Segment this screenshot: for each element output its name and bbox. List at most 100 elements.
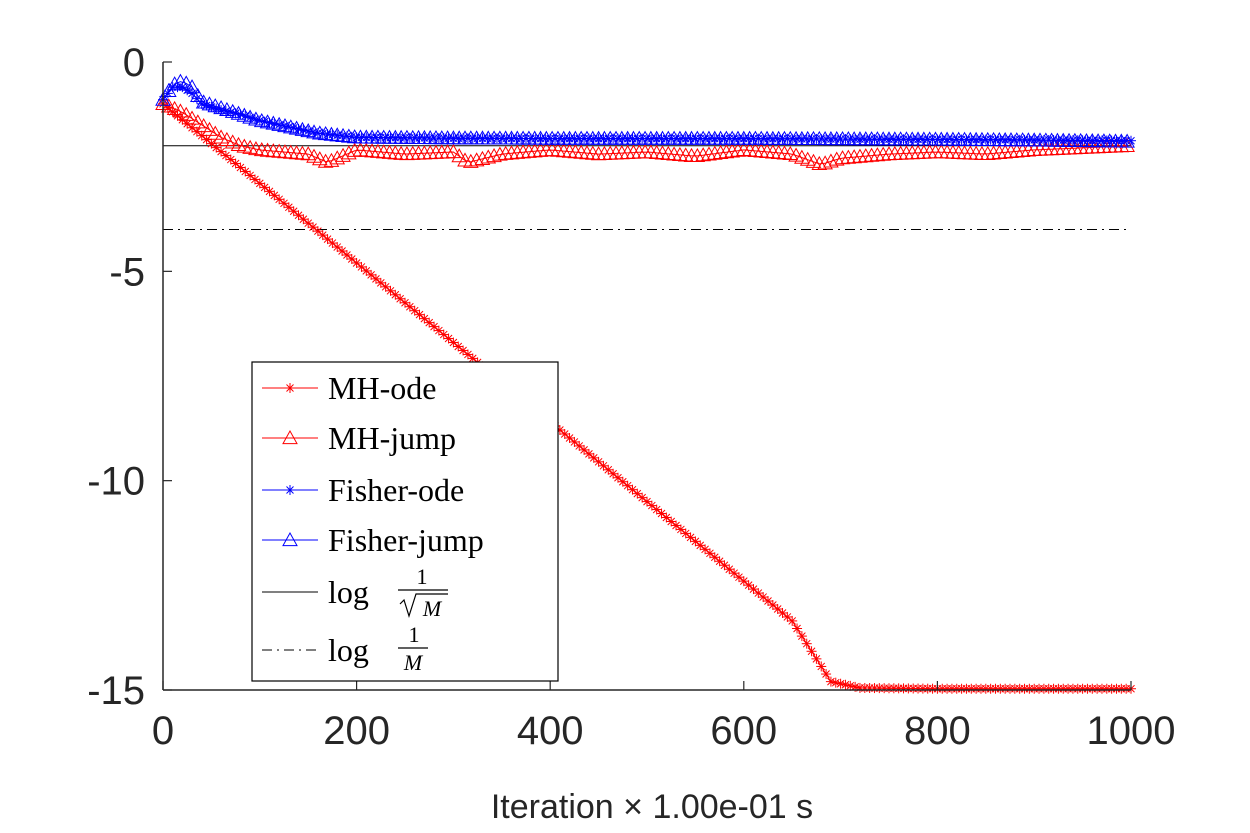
legend-label: MH-jump xyxy=(328,420,456,456)
data-point xyxy=(550,142,566,157)
data-point xyxy=(875,146,892,161)
data-point xyxy=(283,202,294,213)
data-point xyxy=(230,158,241,169)
data-point xyxy=(729,568,740,579)
asterisk-stroke xyxy=(594,457,603,466)
data-point xyxy=(1126,135,1136,146)
asterisk-stroke xyxy=(202,135,211,144)
data-point xyxy=(559,428,570,439)
asterisk-stroke xyxy=(599,461,608,470)
asterisk-stroke xyxy=(217,106,225,115)
data-point xyxy=(448,337,459,348)
data-point xyxy=(651,504,662,515)
data-point xyxy=(675,524,686,535)
asterisk-stroke xyxy=(352,259,361,267)
asterisk-stroke xyxy=(265,118,274,127)
asterisk-stroke xyxy=(405,302,414,311)
asterisk-stroke xyxy=(614,473,622,482)
asterisk-stroke xyxy=(836,679,845,688)
legend-label-prefix: log xyxy=(328,632,369,668)
data-point xyxy=(216,146,227,157)
asterisk-stroke xyxy=(183,119,192,128)
data-point xyxy=(458,345,469,356)
data-point xyxy=(178,106,195,121)
data-point xyxy=(718,144,735,159)
data-point xyxy=(486,147,502,163)
data-point xyxy=(187,122,198,133)
data-point xyxy=(1020,142,1037,157)
asterisk-stroke xyxy=(183,86,192,95)
series-mh-jump xyxy=(155,95,1135,170)
asterisk-stroke xyxy=(284,123,293,131)
asterisk-stroke xyxy=(309,223,317,232)
data-point xyxy=(817,155,833,170)
asterisk-stroke xyxy=(357,263,366,271)
data-point xyxy=(748,584,759,595)
data-point xyxy=(567,144,584,159)
data-point xyxy=(162,88,173,99)
y-tick-label: -15 xyxy=(87,669,145,713)
data-point xyxy=(370,143,386,158)
asterisk-stroke xyxy=(212,143,221,152)
data-point xyxy=(767,600,778,611)
asterisk-stroke xyxy=(425,318,434,327)
data-point xyxy=(671,520,682,531)
asterisk-stroke xyxy=(241,112,250,120)
data-point xyxy=(361,265,372,276)
asterisk-stroke xyxy=(231,109,240,118)
asterisk-stroke xyxy=(207,103,216,111)
data-point xyxy=(646,500,657,511)
asterisk-stroke xyxy=(270,119,279,128)
legend-marker xyxy=(285,485,295,495)
asterisk-stroke xyxy=(730,569,738,578)
asterisk-stroke xyxy=(802,639,811,648)
asterisk-stroke xyxy=(410,306,419,315)
asterisk-stroke xyxy=(778,609,787,617)
asterisk-stroke xyxy=(251,115,259,123)
data-point xyxy=(293,210,304,221)
asterisk-stroke xyxy=(464,350,472,359)
data-point xyxy=(753,588,764,599)
data-point xyxy=(265,143,282,158)
asterisk-stroke xyxy=(294,125,303,133)
data-point xyxy=(834,150,851,165)
asterisk-stroke xyxy=(168,107,177,116)
asterisk-stroke xyxy=(677,525,685,534)
asterisk-stroke xyxy=(255,179,264,188)
asterisk-stroke xyxy=(226,108,235,117)
legend-label: Fisher-ode xyxy=(328,472,464,508)
asterisk-stroke xyxy=(333,243,342,251)
y-tick-label: 0 xyxy=(123,41,145,85)
data-point xyxy=(317,230,328,241)
data-point xyxy=(341,131,352,142)
data-point xyxy=(400,297,410,308)
data-point xyxy=(182,118,193,129)
legend-entry: Fisher-jump xyxy=(262,522,484,558)
asterisk-stroke xyxy=(362,267,371,275)
data-point xyxy=(337,130,348,141)
data-point xyxy=(603,464,614,475)
data-point xyxy=(637,492,648,503)
data-point xyxy=(395,293,406,304)
asterisk-stroke xyxy=(754,589,763,597)
data-point xyxy=(172,103,189,118)
data-point xyxy=(770,144,787,160)
asterisk-stroke xyxy=(686,533,695,542)
data-point xyxy=(341,250,352,261)
data-point xyxy=(191,126,202,137)
data-point xyxy=(503,145,520,160)
data-point xyxy=(685,532,696,543)
data-point xyxy=(593,456,604,467)
data-point xyxy=(269,118,280,129)
data-point xyxy=(741,142,758,157)
asterisk-stroke xyxy=(304,127,313,135)
asterisk-stroke xyxy=(430,322,438,331)
data-point xyxy=(201,134,212,145)
legend-entry: MH-ode xyxy=(262,370,436,406)
data-point xyxy=(776,145,793,160)
asterisk-stroke xyxy=(212,104,221,113)
asterisk-stroke xyxy=(367,271,375,279)
asterisk-stroke xyxy=(739,577,748,586)
data-point xyxy=(656,508,667,519)
asterisk-stroke xyxy=(231,159,240,168)
